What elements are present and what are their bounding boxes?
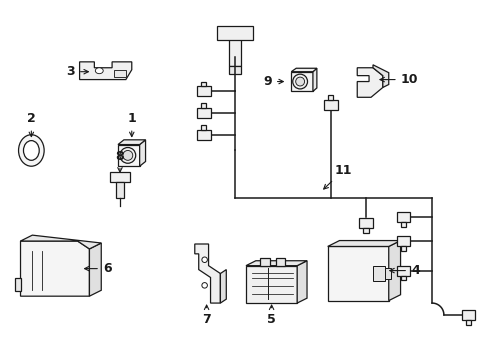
Polygon shape: [401, 275, 406, 280]
Polygon shape: [140, 140, 146, 166]
Polygon shape: [110, 172, 130, 182]
Polygon shape: [373, 266, 385, 282]
Polygon shape: [373, 65, 389, 87]
Polygon shape: [118, 145, 140, 166]
Polygon shape: [197, 130, 211, 140]
Polygon shape: [218, 26, 253, 40]
Polygon shape: [313, 68, 317, 91]
Polygon shape: [466, 320, 471, 325]
Polygon shape: [324, 100, 338, 110]
Polygon shape: [246, 261, 307, 266]
Polygon shape: [195, 244, 220, 303]
Polygon shape: [396, 212, 411, 222]
Ellipse shape: [96, 68, 103, 74]
Text: 11: 11: [324, 164, 352, 189]
Ellipse shape: [120, 148, 136, 163]
Polygon shape: [21, 241, 90, 296]
Polygon shape: [260, 258, 270, 266]
Polygon shape: [385, 267, 391, 279]
Circle shape: [202, 283, 207, 288]
Polygon shape: [462, 310, 475, 320]
Ellipse shape: [24, 141, 39, 160]
Text: 10: 10: [380, 73, 418, 86]
Polygon shape: [21, 235, 101, 249]
Polygon shape: [118, 140, 146, 145]
Text: 2: 2: [27, 112, 36, 136]
Polygon shape: [197, 86, 211, 96]
Polygon shape: [201, 82, 206, 86]
Polygon shape: [401, 246, 406, 251]
Polygon shape: [275, 258, 285, 266]
Polygon shape: [396, 266, 411, 275]
Polygon shape: [201, 103, 206, 108]
Polygon shape: [246, 266, 297, 303]
Text: 6: 6: [85, 262, 111, 275]
Text: 4: 4: [390, 264, 420, 277]
Polygon shape: [359, 219, 373, 228]
Ellipse shape: [123, 150, 133, 160]
Polygon shape: [79, 62, 132, 80]
Text: 7: 7: [202, 305, 211, 326]
Polygon shape: [229, 36, 241, 66]
Polygon shape: [364, 228, 369, 233]
Polygon shape: [15, 278, 21, 291]
Polygon shape: [114, 70, 126, 77]
Polygon shape: [328, 247, 389, 301]
Polygon shape: [116, 182, 124, 198]
Circle shape: [202, 257, 207, 262]
Text: 5: 5: [267, 305, 276, 326]
Polygon shape: [401, 222, 406, 227]
Polygon shape: [291, 68, 317, 72]
Polygon shape: [220, 270, 226, 303]
Polygon shape: [389, 240, 400, 301]
Polygon shape: [357, 68, 383, 97]
Text: 3: 3: [67, 65, 88, 78]
Text: 1: 1: [127, 112, 136, 136]
Polygon shape: [291, 72, 313, 91]
Polygon shape: [197, 108, 211, 118]
Polygon shape: [90, 243, 101, 296]
Ellipse shape: [19, 135, 44, 166]
Ellipse shape: [295, 77, 305, 86]
Polygon shape: [328, 240, 400, 247]
Text: 9: 9: [263, 75, 283, 88]
Polygon shape: [201, 125, 206, 130]
Text: 8: 8: [116, 150, 124, 172]
Ellipse shape: [293, 74, 308, 89]
Polygon shape: [328, 95, 333, 100]
Polygon shape: [396, 236, 411, 246]
Polygon shape: [229, 66, 241, 74]
Polygon shape: [297, 261, 307, 303]
